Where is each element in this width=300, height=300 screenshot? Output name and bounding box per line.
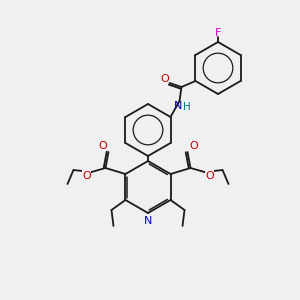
Text: O: O: [98, 141, 107, 151]
Text: O: O: [82, 171, 91, 181]
Text: N: N: [144, 216, 152, 226]
Text: O: O: [160, 74, 169, 84]
Text: N: N: [174, 101, 183, 111]
Text: O: O: [205, 171, 214, 181]
Text: H: H: [183, 102, 190, 112]
Text: F: F: [215, 28, 221, 38]
Text: O: O: [189, 141, 198, 151]
